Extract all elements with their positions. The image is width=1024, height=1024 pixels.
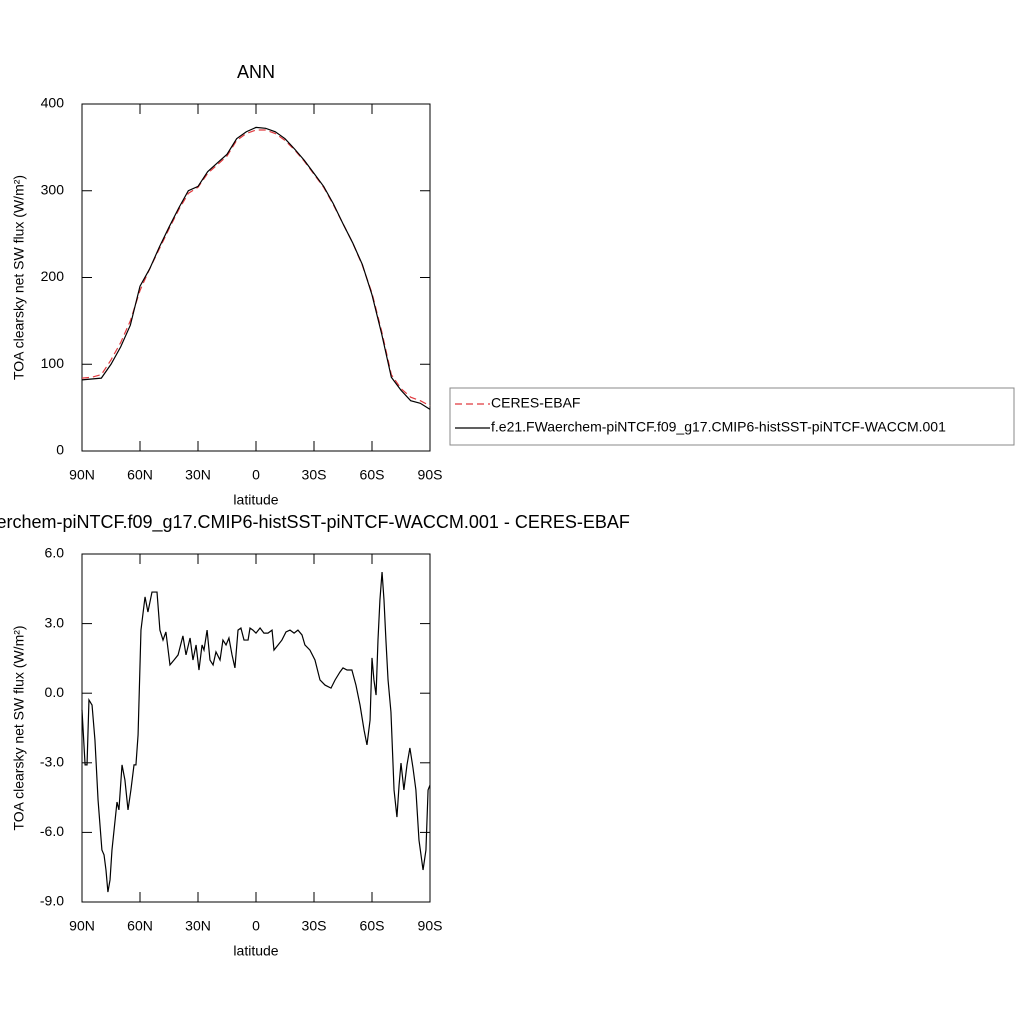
x-tick-label: 90N bbox=[69, 918, 95, 934]
x-tick-label: 0 bbox=[252, 467, 260, 483]
x-tick-label: 90S bbox=[418, 467, 443, 483]
y-tick-label: 300 bbox=[41, 181, 65, 197]
x-tick-label: 90S bbox=[418, 918, 443, 934]
y-tick-label: 0.0 bbox=[45, 684, 65, 700]
legend-label: CERES-EBAF bbox=[491, 395, 580, 411]
legend-box bbox=[449, 387, 1015, 446]
y-tick-label: -6.0 bbox=[40, 823, 64, 839]
y-axis-label: TOA clearsky net SW flux (W/m²) bbox=[11, 175, 27, 380]
data-line bbox=[81, 126, 431, 410]
y-tick-label: 0 bbox=[56, 442, 64, 458]
x-tick-label: 0 bbox=[252, 918, 260, 934]
y-tick-label: 3.0 bbox=[45, 614, 65, 630]
y-tick-label: -3.0 bbox=[40, 754, 64, 770]
y-tick-label: -9.0 bbox=[40, 893, 64, 909]
x-tick-label: 30S bbox=[302, 467, 327, 483]
x-tick-label: 60N bbox=[127, 918, 153, 934]
plot-frame bbox=[81, 553, 431, 903]
y-tick-label: 100 bbox=[41, 355, 65, 371]
data-line bbox=[81, 572, 431, 893]
plot-frame bbox=[81, 103, 431, 452]
y-tick-label: 200 bbox=[41, 268, 65, 284]
x-tick-label: 30N bbox=[185, 918, 211, 934]
x-tick-label: 60N bbox=[127, 467, 153, 483]
legend-label: f.e21.FWaerchem-piNTCF.f09_g17.CMIP6-his… bbox=[491, 419, 946, 435]
y-axis-label: TOA clearsky net SW flux (W/m²) bbox=[11, 625, 27, 830]
x-tick-label: 30N bbox=[185, 467, 211, 483]
chart-title: ANN bbox=[237, 62, 275, 82]
y-tick-label: 6.0 bbox=[45, 545, 65, 561]
x-tick-label: 90N bbox=[69, 467, 95, 483]
x-tick-label: 30S bbox=[302, 918, 327, 934]
y-tick-label: 400 bbox=[41, 95, 65, 111]
x-axis-label: latitude bbox=[233, 492, 278, 508]
x-axis-label: latitude bbox=[233, 943, 278, 959]
chart-title: f.e21.FWaerchem-piNTCF.f09_g17.CMIP6-his… bbox=[0, 512, 630, 533]
x-tick-label: 60S bbox=[360, 467, 385, 483]
data-line bbox=[81, 129, 431, 407]
x-tick-label: 60S bbox=[360, 918, 385, 934]
